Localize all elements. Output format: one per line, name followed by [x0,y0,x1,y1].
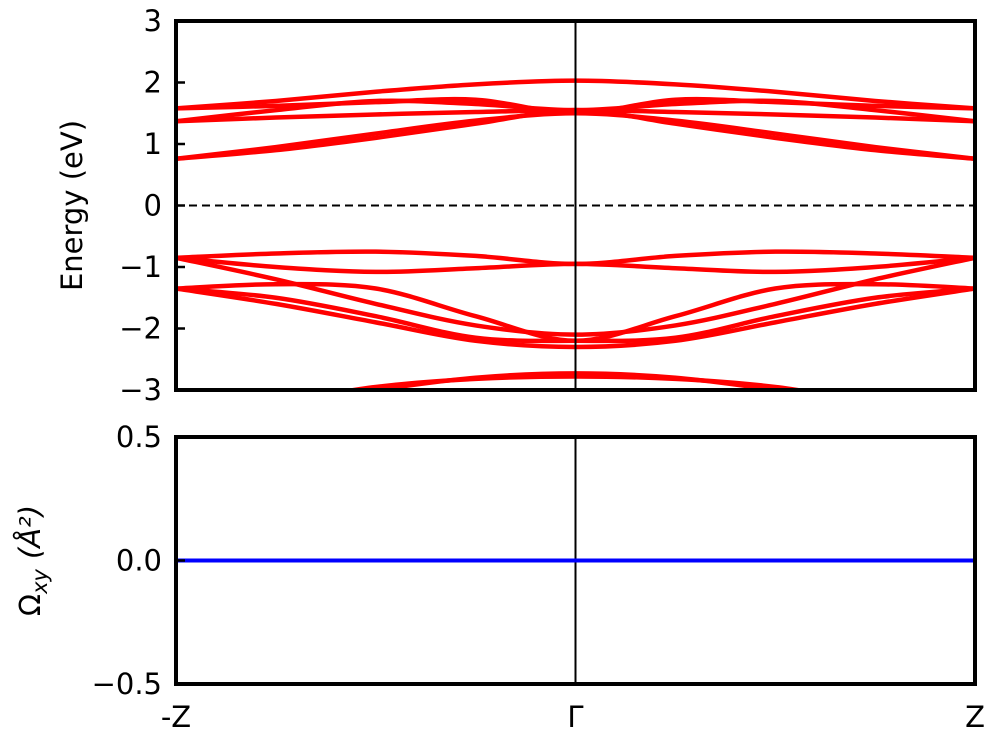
energy-tick-label: −3 [119,373,162,407]
energy-tick-label: −2 [119,312,162,346]
energy-tick-label: 1 [144,127,162,161]
energy-tick-label: −1 [119,250,162,284]
energy-tick-label: 2 [144,66,162,100]
berry-unit: (Å²) [13,505,47,559]
berry-axis-label: Ωxy (Å²) [13,505,52,616]
omega-subscript: xy [28,568,52,594]
berry-axis-ticks: 0.5 0.0 −0.5 [92,420,185,701]
band-structure-panel: 3 2 1 0 −1 −2 −3 Energy (eV) [55,4,977,407]
energy-axis-ticks: 3 2 1 0 −1 −2 −3 [119,4,185,407]
energy-axis-label: Energy (eV) [55,120,89,291]
k-point-label: -Z [161,700,191,734]
berry-tick-label: 0.5 [116,420,162,454]
k-path-ticks: -Z Γ Z [161,700,985,734]
berry-tick-label: −0.5 [92,667,162,701]
omega-symbol: Ω [13,594,47,616]
energy-tick-label: 3 [144,4,162,38]
energy-tick-label: 0 [144,189,162,223]
k-point-label: Z [965,700,985,734]
k-point-label: Γ [567,700,583,734]
berry-curvature-panel: 0.5 0.0 −0.5 -Z Γ Z Ωxy (Å²) [13,420,985,734]
berry-tick-label: 0.0 [116,544,162,578]
